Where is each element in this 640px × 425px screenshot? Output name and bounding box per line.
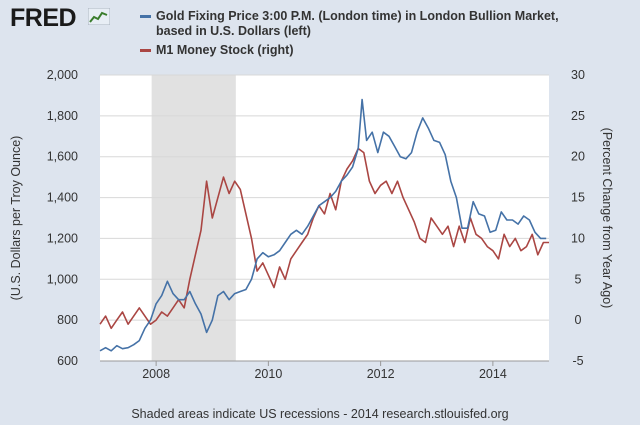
y-tick-left-5: 1,600 [47,150,78,164]
y-tick-left-3: 1,200 [47,231,78,245]
y-tick-right-3: 10 [571,231,585,245]
series-line-m1 [99,147,549,330]
y-tick-right-0: -5 [572,354,583,368]
x-tick-3: 2014 [479,367,507,381]
series-layer [99,98,549,352]
y-tick-left-0: 600 [57,354,78,368]
y-tick-right-2: 5 [575,272,582,286]
axis-layer: 600 800 1,000 1,200 1,400 1,600 1,800 2,000 -5 0 5… [47,68,585,381]
legend-label-m1: M1 Money Stock (right) [156,43,294,57]
recession-shading-layer [151,75,236,361]
y-tick-left-7: 2,000 [47,68,78,82]
logo-graph-icon [88,8,110,25]
y-tick-right-7: 30 [571,68,585,82]
y-tick-right-5: 20 [571,150,585,164]
footer-note: Shaded areas indicate US recessions - 20… [131,407,509,421]
legend-swatch-gold [140,15,151,18]
y-tick-left-1: 800 [57,313,78,327]
recession-band-0 [151,75,236,361]
legend-swatch-m1 [140,49,151,52]
fred-logo[interactable]: FRED [10,4,77,32]
y-axis-title-left: (U.S. Dollars per Troy Ounce) [9,136,23,301]
x-tick-2: 2012 [367,367,395,381]
x-tick-1: 2010 [254,367,282,381]
x-tick-0: 2008 [142,367,170,381]
legend-label-gold: Gold Fixing Price 3:00 P.M. (London time… [156,9,559,38]
y-tick-right-4: 15 [571,191,585,205]
y-tick-left-6: 1,800 [47,109,78,123]
y-tick-right-6: 25 [571,109,585,123]
series-line-gold [99,98,547,352]
y-tick-right-1: 0 [575,313,582,327]
y-tick-left-2: 1,000 [47,272,78,286]
y-axis-title-right: (Percent Change from Year Ago) [600,128,614,309]
y-tick-left-4: 1,400 [47,191,78,205]
